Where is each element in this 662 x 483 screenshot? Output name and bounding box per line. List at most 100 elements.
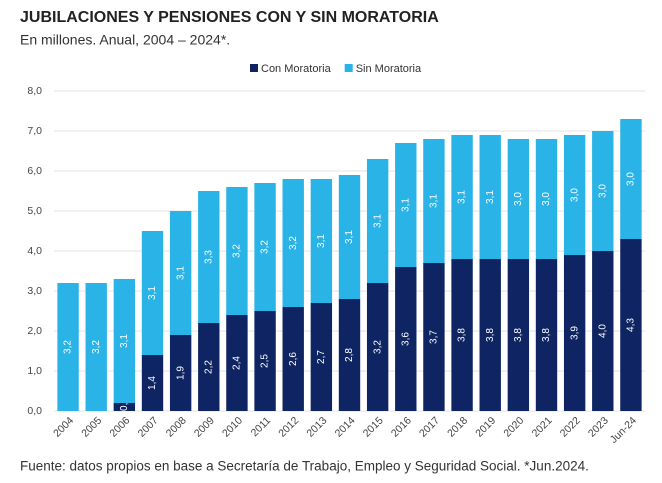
- bar-segment: [57, 283, 79, 411]
- bar-segment: [113, 279, 136, 403]
- x-tick-label: 2015: [361, 414, 386, 439]
- data-label: 3,2: [232, 244, 243, 258]
- data-label: 1,4: [147, 376, 158, 390]
- legend-label: Con Moratoria: [261, 63, 332, 75]
- x-tick-label: 2023: [586, 414, 611, 439]
- data-label: 3,8: [457, 328, 468, 342]
- bar-segment: [85, 283, 107, 411]
- data-label: 3,8: [541, 328, 552, 342]
- data-label: 3,1: [175, 266, 186, 280]
- x-tick-label: 2004: [51, 414, 76, 439]
- data-label: 3,1: [457, 190, 468, 204]
- x-tick-label: 2009: [192, 414, 217, 439]
- data-label: 2,4: [232, 356, 243, 370]
- bar-segment: [535, 259, 558, 411]
- bar-segment: [198, 323, 220, 411]
- data-label: 2,6: [288, 352, 299, 366]
- bar-segment: [282, 179, 304, 307]
- bar-segment: [451, 259, 473, 411]
- x-tick-label: 2010: [220, 414, 245, 439]
- chart-title: JUBILACIONES Y PENSIONES CON Y SIN MORAT…: [20, 9, 439, 26]
- data-label: 3,1: [344, 230, 355, 244]
- data-label: 3,7: [429, 330, 440, 344]
- data-label: 2,2: [203, 360, 214, 374]
- footnote: Fuente: datos propios en base a Secretar…: [20, 459, 589, 474]
- x-tick-label: 2006: [107, 414, 132, 439]
- bar-segment: [395, 267, 417, 411]
- bar-segment: [113, 403, 136, 411]
- x-tick-label: Jun-24: [608, 414, 639, 445]
- legend-label: Sin Moratoria: [356, 63, 422, 75]
- chart-subtitle: En millones. Anual, 2004 – 2024*.: [20, 32, 230, 48]
- bar-segment: [254, 183, 276, 311]
- y-tick-label: 0,0: [27, 405, 42, 417]
- x-tick-label: 2022: [558, 414, 583, 439]
- bar-segment: [198, 191, 220, 323]
- bar-segment: [620, 239, 642, 411]
- x-tick-label: 2020: [501, 414, 526, 439]
- data-label: 3,1: [316, 234, 327, 248]
- data-label: 4,0: [597, 324, 608, 338]
- data-label: 4,3: [626, 318, 637, 332]
- data-label: 3,8: [513, 328, 524, 342]
- data-label: 3,0: [597, 184, 608, 198]
- bar-segment: [169, 335, 192, 411]
- bar-segment: [141, 231, 164, 355]
- data-label: 3,2: [372, 340, 383, 354]
- y-tick-label: 8,0: [27, 85, 42, 97]
- bar-segment: [507, 139, 530, 259]
- bar-segment: [254, 311, 276, 411]
- y-tick-label: 2,0: [27, 325, 42, 337]
- bar-segment: [507, 259, 530, 411]
- data-label: 3,6: [400, 332, 411, 346]
- bar-segment: [310, 179, 333, 303]
- data-label: 3,0: [569, 188, 580, 202]
- bar-segment: [479, 259, 501, 411]
- data-label: 3,2: [288, 236, 299, 250]
- bar-segment: [310, 303, 333, 411]
- bar-segment: [535, 139, 558, 259]
- data-label: 3,1: [485, 190, 496, 204]
- data-label: 3,2: [63, 340, 74, 354]
- y-tick-label: 7,0: [27, 125, 42, 137]
- data-label: 3,2: [260, 240, 271, 254]
- data-label: 3,0: [541, 192, 552, 206]
- bar-segment: [563, 255, 586, 411]
- data-label: 3,0: [513, 192, 524, 206]
- y-tick-label: 1,0: [27, 365, 42, 377]
- data-label: 3,0: [626, 172, 637, 186]
- bar-segment: [226, 315, 248, 411]
- bar-segment: [338, 299, 361, 411]
- bar-segment: [226, 187, 248, 315]
- y-tick-label: 5,0: [27, 205, 42, 217]
- bar-segment: [338, 175, 361, 299]
- x-tick-label: 2013: [304, 414, 329, 439]
- y-tick-label: 4,0: [27, 245, 42, 257]
- data-label: 2,7: [316, 350, 327, 364]
- data-label: 3,1: [429, 194, 440, 208]
- bar-segment: [592, 131, 614, 251]
- x-tick-label: 2014: [333, 414, 358, 439]
- bar-segment: [395, 143, 417, 267]
- x-tick-label: 2007: [136, 414, 161, 439]
- data-label: 3,2: [91, 340, 102, 354]
- x-tick-label: 2016: [389, 414, 414, 439]
- bar-segment: [563, 135, 586, 255]
- bar-segment: [423, 139, 445, 263]
- bar-segment: [592, 251, 614, 411]
- bar-segment: [423, 263, 445, 411]
- x-tick-label: 2011: [249, 414, 274, 439]
- data-label: 3,9: [569, 326, 580, 340]
- x-tick-label: 2019: [473, 414, 498, 439]
- data-label: 0,2: [119, 397, 130, 411]
- legend-swatch: [250, 64, 258, 72]
- y-tick-label: 3,0: [27, 285, 42, 297]
- x-tick-label: 2005: [79, 414, 104, 439]
- data-label: 3,3: [203, 250, 214, 264]
- y-tick-label: 6,0: [27, 165, 42, 177]
- legend-swatch: [344, 64, 353, 72]
- x-tick-label: 2021: [530, 414, 555, 439]
- bar-segment: [169, 211, 192, 335]
